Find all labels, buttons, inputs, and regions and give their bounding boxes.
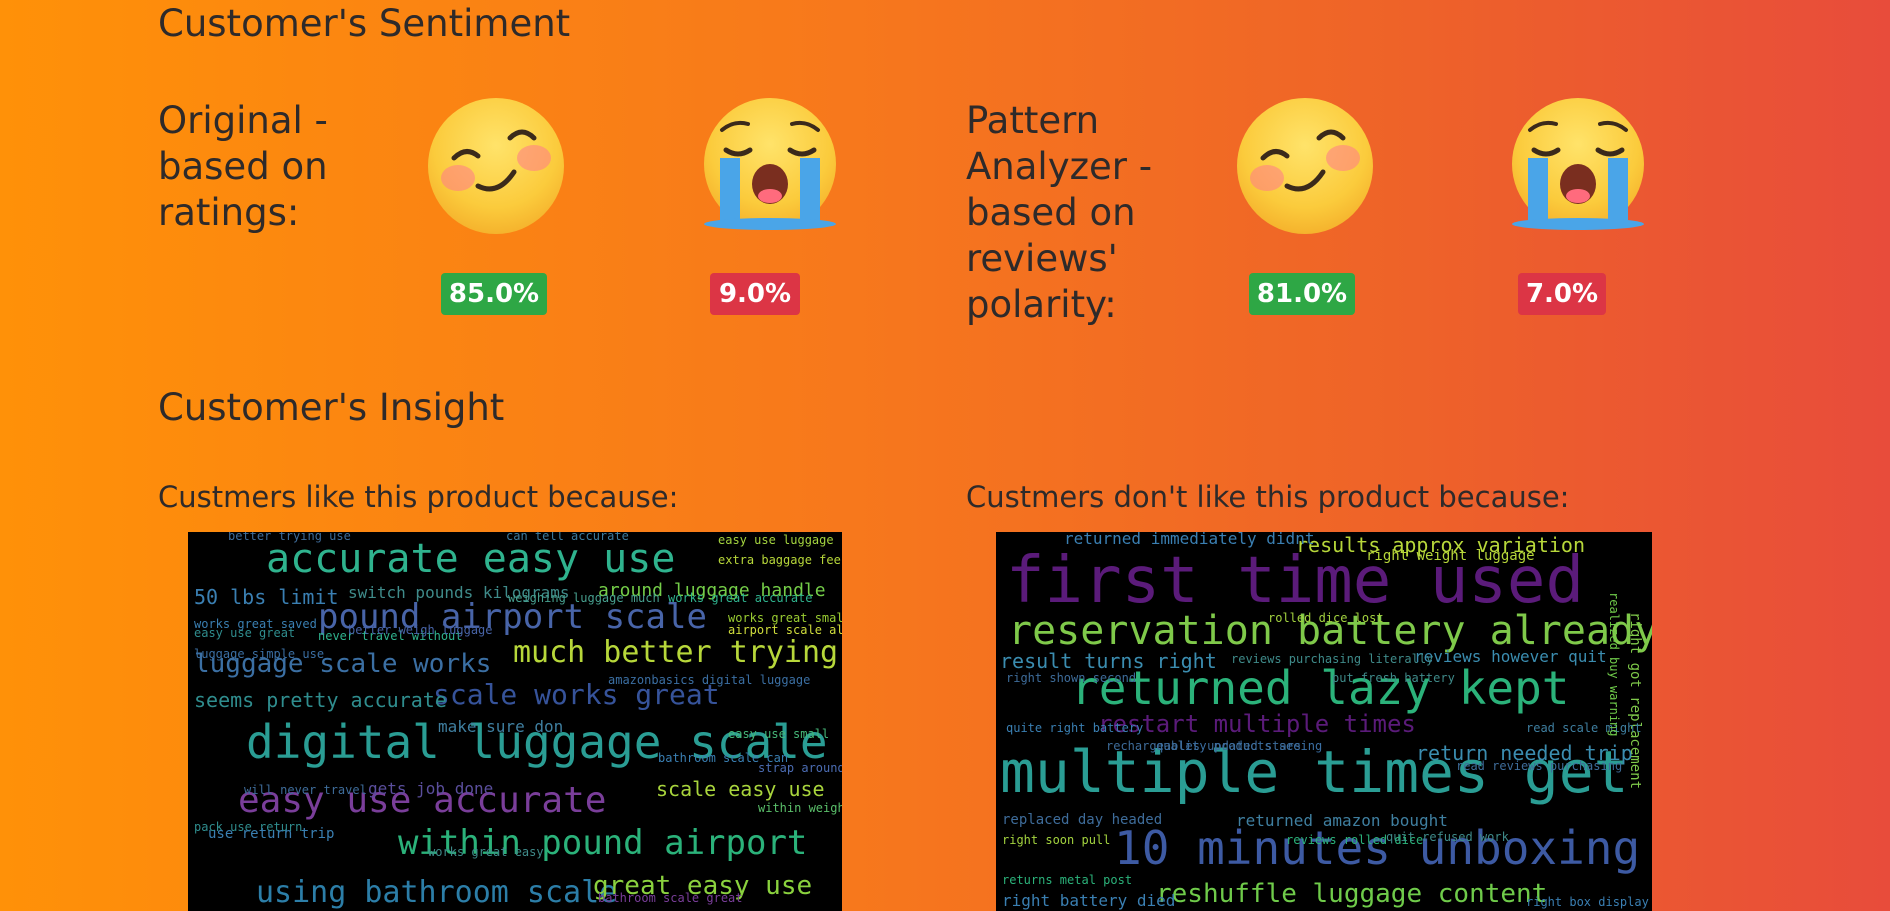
original-label-line: Original - <box>158 99 328 142</box>
word-cloud-word: accurate easy use <box>266 536 675 582</box>
insight-title: Customer's Insight <box>158 386 505 429</box>
word-cloud-word: rechargeables updated stars <box>1106 739 1301 753</box>
word-cloud-word: right box display <box>1526 895 1649 909</box>
word-cloud-word: amazonbasics digital luggage <box>608 673 810 687</box>
word-cloud-word: pound airport scale <box>318 597 707 637</box>
word-cloud-word: works great saved <box>194 617 317 631</box>
smiling-face-icon <box>426 96 566 240</box>
smiling-face-icon <box>1235 96 1375 240</box>
word-cloud-word: easy use small <box>728 727 829 741</box>
word-cloud-word: right soon pull <box>1002 833 1110 847</box>
word-cloud-word: 50 lbs limit <box>194 585 339 609</box>
word-cloud-word: better weigh luggage <box>348 623 493 637</box>
word-cloud-word: returns metal post <box>1002 873 1132 887</box>
pattern-sentiment-label: Pattern Analyzer - based on reviews' pol… <box>966 98 1186 328</box>
word-cloud-word: never travel without <box>318 629 463 643</box>
word-cloud-word: replaced day headed <box>1002 812 1162 828</box>
crying-face-icon <box>700 96 840 240</box>
word-cloud-word: read scale might <box>1526 721 1642 735</box>
word-cloud-word: quit refused work <box>1386 830 1510 844</box>
word-cloud-word: make sure don <box>438 717 563 736</box>
original-negative-badge: 9.0% <box>710 273 800 315</box>
pattern-label-line: Pattern <box>966 99 1100 142</box>
word-cloud-word: 10 minutes unboxing <box>1114 821 1640 875</box>
word-cloud-word: returned lazy kept <box>1071 661 1570 715</box>
word-cloud-word: luggage scale works <box>194 649 491 679</box>
word-cloud-word: works great easy <box>428 845 544 859</box>
word-cloud-word: easy use luggage <box>718 533 834 547</box>
pattern-label-line: Analyzer - <box>966 145 1153 188</box>
word-cloud-word: use return trip <box>208 826 334 842</box>
word-cloud-word: multiple times get <box>1000 738 1629 806</box>
word-cloud-word: strap around handle <box>758 761 842 775</box>
word-cloud-word: returned immediately didnt <box>1064 532 1314 548</box>
word-cloud-word: put fresh battery <box>1332 671 1455 685</box>
crying-face-icon <box>1508 96 1648 240</box>
word-cloud-word: rolled dice lost <box>1268 611 1384 625</box>
word-cloud-word: result turns right <box>1000 649 1217 673</box>
word-cloud-word: reshuffle luggage content <box>1156 879 1547 909</box>
word-cloud-word: scale works great <box>433 678 720 711</box>
word-cloud-word: right got replacement <box>1627 612 1643 789</box>
pattern-negative-badge: 7.0% <box>1518 273 1606 315</box>
word-cloud-word: restart multiple times <box>1098 710 1416 738</box>
word-cloud-word: works great accurate <box>668 591 813 605</box>
word-cloud-word: will never travel <box>244 783 367 797</box>
word-cloud-word: pack use return <box>194 820 302 834</box>
original-positive-badge: 85.0% <box>441 273 547 315</box>
word-cloud-word: better trying use <box>228 532 351 543</box>
word-cloud-word: luggage simple use <box>194 647 324 661</box>
pattern-positive-badge: 81.0% <box>1249 273 1355 315</box>
word-cloud-word: great easy use <box>593 871 812 901</box>
word-cloud-word: works great small <box>728 611 842 625</box>
word-cloud-word: within pound airport <box>398 823 807 863</box>
word-cloud-word: within weight limit <box>758 801 842 815</box>
word-cloud-word: bathroom scale great <box>598 891 743 905</box>
word-cloud-word: first time used <box>1006 544 1584 618</box>
word-cloud-word: bathroom scale can <box>658 751 788 765</box>
word-cloud-word: realized buy warning <box>1607 592 1621 737</box>
word-cloud-word: read reviews purchasing <box>1456 759 1622 773</box>
word-cloud-word: right battery died <box>1002 891 1175 910</box>
word-cloud-word: airport scale also <box>728 623 842 637</box>
word-cloud-word: easy use great <box>194 626 295 640</box>
word-cloud-word: switch pounds kilograms <box>348 583 570 602</box>
word-cloud-word: right weight luggage <box>1366 548 1535 564</box>
word-cloud-word: reservation battery already <box>1008 608 1652 654</box>
word-cloud-word: quality products seeing <box>1156 739 1322 753</box>
word-cloud-word: weighing luggage much <box>508 591 660 605</box>
word-cloud-word: right shown second <box>1006 671 1136 685</box>
word-cloud-word: can tell accurate <box>506 532 629 543</box>
pattern-label-line: based on <box>966 191 1136 234</box>
like-reasons-label: Custmers like this product because: <box>158 480 679 514</box>
word-cloud-word: much better trying <box>513 635 838 670</box>
dislike-word-cloud: first time used reservation battery alrea… <box>996 532 1652 911</box>
original-label-line: ratings: <box>158 191 300 234</box>
dislike-reasons-label: Custmers don't like this product because… <box>966 480 1570 514</box>
word-cloud-word: results approx variation <box>1296 533 1585 557</box>
word-cloud-word: digital luggage scale <box>246 715 828 769</box>
word-cloud-word: quite right battery <box>1006 721 1143 735</box>
word-cloud-word: reviews purchasing literally <box>1231 652 1433 666</box>
word-cloud-word: scale easy use <box>656 777 825 801</box>
word-cloud-word: reviews however quit <box>1414 647 1607 666</box>
word-cloud-word: seems pretty accurate <box>194 688 447 712</box>
word-cloud-word: return needed trip <box>1416 741 1633 765</box>
word-cloud-word: easy use accurate <box>238 780 606 821</box>
pattern-label-line: reviews' <box>966 237 1118 280</box>
like-word-cloud: accurate easy use pound airport scale much… <box>188 532 842 911</box>
word-cloud-word: extra baggage fees <box>718 553 842 567</box>
word-cloud-word: gets job done <box>368 779 493 798</box>
original-label-line: based on <box>158 145 328 188</box>
word-cloud-word: returned amazon bought <box>1236 811 1448 830</box>
original-sentiment-label: Original - based on ratings: <box>158 98 378 236</box>
word-cloud-word: around luggage handle <box>598 580 826 601</box>
pattern-label-line: polarity: <box>966 283 1117 326</box>
sentiment-title: Customer's Sentiment <box>158 2 571 45</box>
word-cloud-word: reviews rolled dice <box>1286 833 1423 847</box>
word-cloud-word: using bathroom scale <box>256 875 617 910</box>
